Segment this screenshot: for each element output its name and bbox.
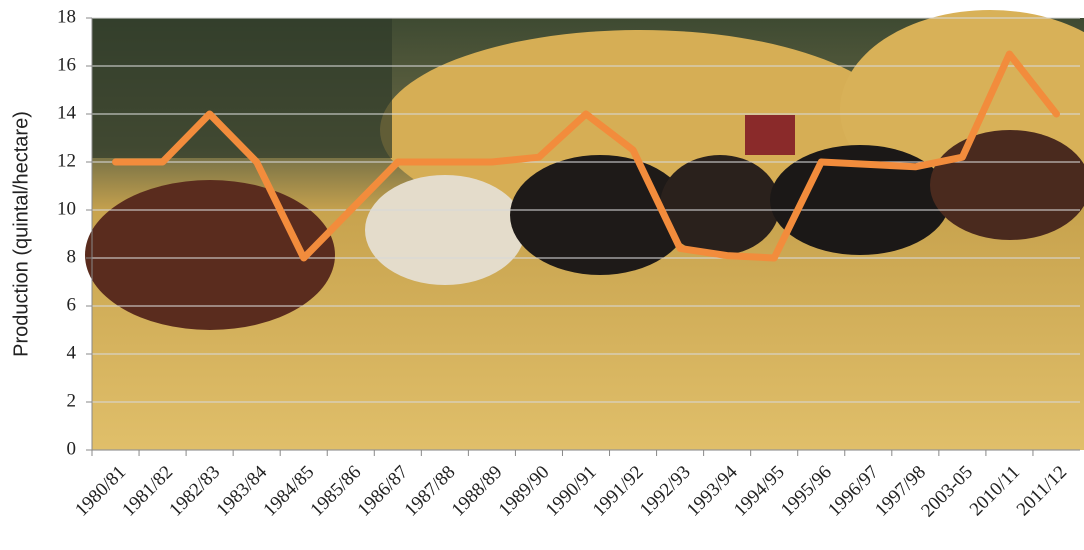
y-tick-label: 10 — [57, 198, 76, 219]
x-tick-label: 1980/81 — [71, 462, 130, 521]
x-tick-label: 1995/96 — [777, 462, 836, 521]
x-tick-label: 1994/95 — [730, 462, 789, 521]
y-tick-label: 0 — [67, 438, 77, 459]
x-tick-label: 2011/12 — [1013, 462, 1071, 520]
x-tick-label: 2010/11 — [966, 462, 1024, 520]
background-photo — [85, 10, 1084, 450]
x-tick-label: 1981/82 — [118, 462, 177, 521]
y-tick-label: 12 — [57, 150, 76, 171]
y-tick-label: 8 — [67, 246, 77, 267]
y-tick-label: 6 — [67, 294, 77, 315]
y-axis-label: Production (quintal/hectare) — [10, 111, 32, 357]
x-tick-label: 1987/88 — [401, 462, 460, 521]
x-tick-label: 1986/87 — [354, 462, 413, 521]
y-tick-label: 4 — [67, 342, 77, 363]
x-tick-label: 1990/91 — [542, 462, 601, 521]
x-tick-label: 1997/98 — [871, 462, 930, 521]
x-tick-label: 1983/84 — [212, 461, 271, 520]
x-tick-label: 1992/93 — [636, 462, 695, 521]
y-tick-label: 18 — [57, 6, 76, 27]
y-tick-label: 2 — [67, 390, 77, 411]
x-tick-label: 1993/94 — [683, 461, 742, 520]
x-tick-label: 1991/92 — [589, 462, 648, 521]
x-tick-label: 1982/83 — [165, 462, 224, 521]
x-tick-label: 1985/86 — [306, 462, 365, 521]
x-tick-label: 1988/89 — [448, 462, 507, 521]
x-tick-label: 1984/85 — [259, 462, 318, 521]
x-tick-label: 2003-05 — [917, 462, 977, 522]
y-tick-label: 14 — [57, 102, 77, 123]
y-tick-label: 16 — [57, 54, 76, 75]
data-line — [112, 50, 1060, 262]
x-tick-label: 1996/97 — [824, 462, 883, 521]
x-tick-label: 1989/90 — [495, 462, 554, 521]
